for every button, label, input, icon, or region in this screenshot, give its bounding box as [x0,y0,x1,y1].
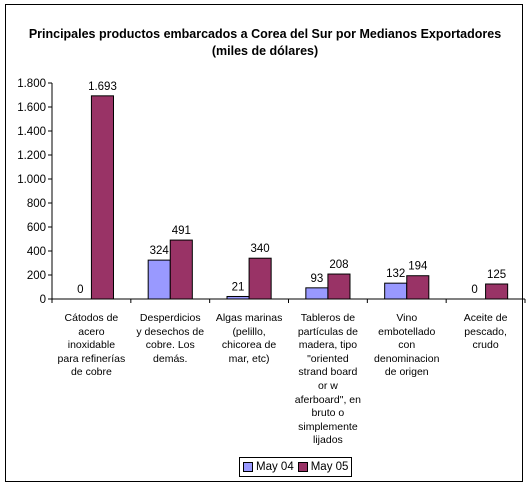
y-tick-label: 600 [27,222,46,234]
data-label: 21 [232,281,245,293]
bar-may-04 [147,259,171,300]
data-label: 1.693 [88,81,117,93]
legend-item-may-04: May 04 [243,461,294,473]
bar-may-05 [248,257,272,300]
y-tick-label: 0 [40,294,46,306]
data-label: 132 [386,268,405,280]
y-tick-label: 200 [27,270,46,282]
data-label: 208 [329,259,348,271]
y-tick-label: 1.200 [17,150,46,162]
data-label: 0 [77,284,83,296]
legend-label-may-04: May 04 [256,461,294,473]
y-tick-label: 1.000 [17,174,46,186]
data-label: 340 [251,243,270,255]
bar-may-04 [384,282,408,300]
legend-label-may-05: May 05 [310,461,349,473]
bar-may-05 [406,275,430,300]
x-category-label: Algas marinas (pelillo, chicorea de mar,… [215,312,283,365]
bar-may-04 [305,287,329,300]
legend: May 04 May 05 [239,457,353,477]
data-label: 324 [150,245,170,257]
data-label: 491 [172,225,191,237]
x-category-label: Aceite de pescado, crudo [463,312,508,352]
x-category-label: Cátodos de acero inoxidable para refiner… [57,312,126,379]
y-tick-label: 1.400 [17,126,46,138]
bar-may-05 [90,95,114,300]
y-tick-label: 800 [27,198,46,210]
data-label: 0 [471,284,477,296]
chart-subtitle: (miles de dólares) [211,44,319,58]
y-tick-label: 1.800 [17,78,46,90]
bar-may-05 [169,239,193,300]
data-label: 93 [310,273,323,285]
x-category-label: Tableros de partículas de madera, tipo "… [294,312,361,447]
x-category-label: Desperdicios y desechos de cobre. Los de… [136,312,205,365]
bar-may-05 [485,283,509,300]
y-tick-label: 400 [27,246,46,258]
chart-title: Principales productos embarcados a Corea… [28,27,502,41]
bar-may-05 [327,273,351,300]
bar-may-04 [226,295,250,300]
data-label: 194 [408,261,428,273]
y-tick-label: 1.600 [17,102,46,114]
data-label: 125 [487,269,506,281]
legend-swatch-may-05 [297,462,308,472]
legend-item-may-05: May 05 [297,461,349,473]
x-category-label: Vino embotellado con denominacion de ori… [374,312,440,379]
legend-swatch-may-04 [243,462,253,472]
